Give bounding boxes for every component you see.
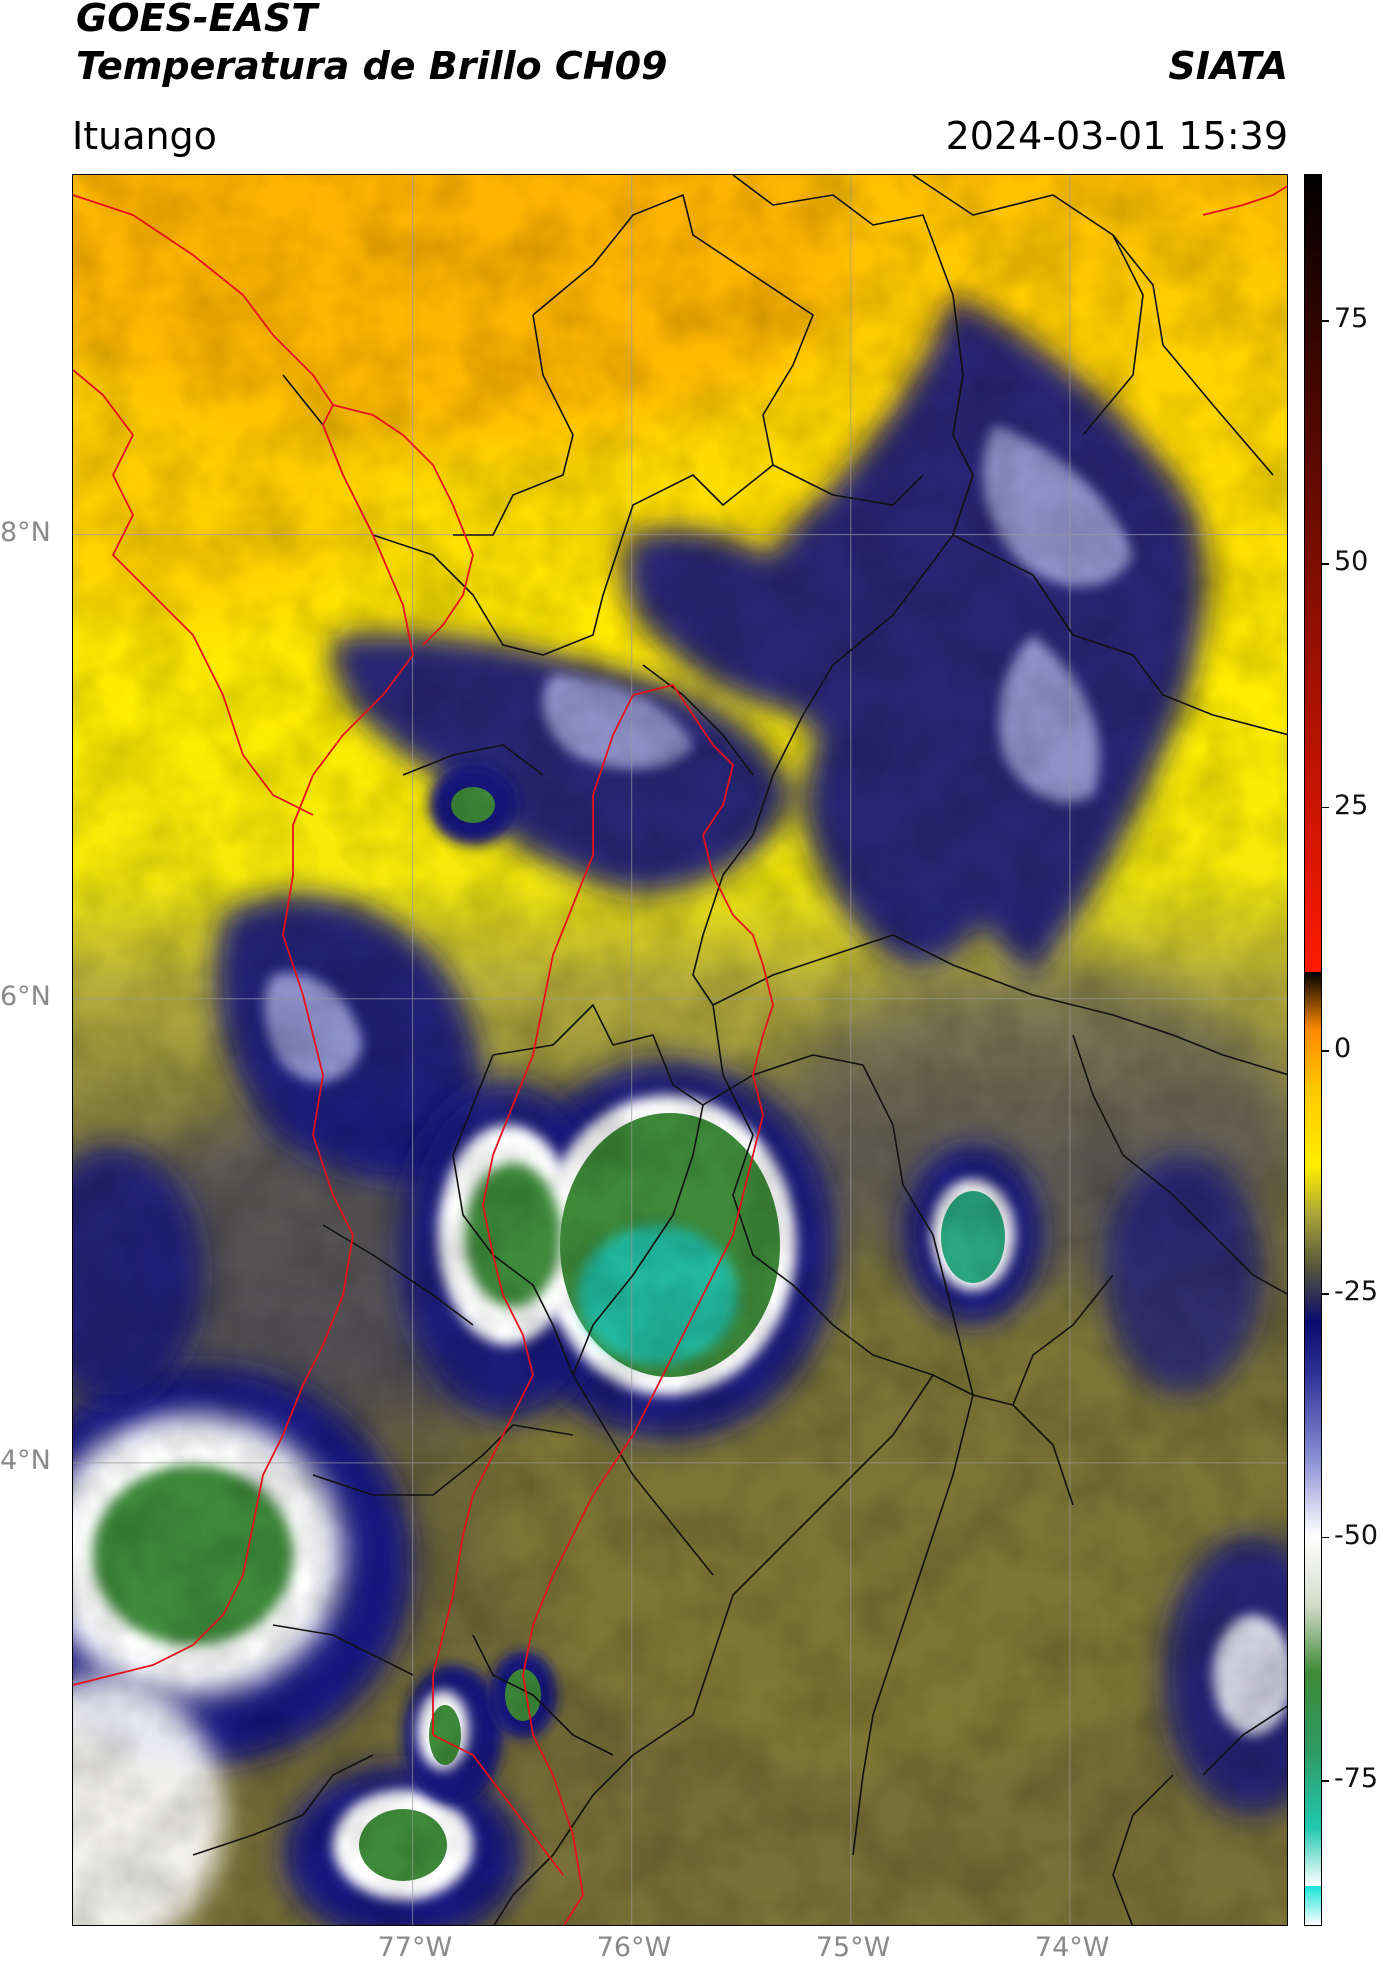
lat-label-2: 4°N bbox=[0, 1444, 51, 1476]
map-gridlines bbox=[73, 175, 1287, 1925]
colorbar-tick-mark-1 bbox=[1322, 563, 1329, 565]
institution-label: SIATA bbox=[1168, 44, 1288, 88]
lat-label-0: 8°N bbox=[0, 516, 51, 548]
timestamp-label: 2024-03-01 15:39 bbox=[945, 114, 1288, 158]
lon-label-3: 74°W bbox=[1034, 1932, 1110, 1963]
colorbar-tick-label-6: -75 bbox=[1334, 1763, 1379, 1794]
colorbar-tick-mark-6 bbox=[1322, 1780, 1329, 1782]
lon-label-0: 77°W bbox=[377, 1932, 453, 1963]
colorbar-tick-label-0: 75 bbox=[1334, 303, 1369, 334]
lon-label-1: 76°W bbox=[596, 1932, 672, 1963]
lat-label-1: 6°N bbox=[0, 980, 51, 1012]
satellite-map[interactable] bbox=[72, 174, 1288, 1926]
colorbar-tick-label-4: -25 bbox=[1334, 1276, 1379, 1308]
colorbar-tick-label-1: 50 bbox=[1334, 546, 1369, 578]
region-label: Ituango bbox=[72, 114, 217, 158]
colorbar-tick-mark-3 bbox=[1322, 1050, 1329, 1052]
product-title: Temperatura de Brillo CH09 bbox=[76, 44, 668, 88]
colorbar-tick-mark-0 bbox=[1322, 320, 1329, 322]
satellite-title: GOES-EAST bbox=[76, 0, 318, 40]
map-canvas bbox=[73, 175, 1287, 1925]
colorbar bbox=[1304, 174, 1322, 1926]
colorbar-tick-label-3: 0 bbox=[1334, 1033, 1352, 1064]
colorbar-tick-mark-4 bbox=[1322, 1293, 1329, 1295]
colorbar-tick-mark-5 bbox=[1322, 1536, 1329, 1539]
lon-label-2: 75°W bbox=[815, 1932, 891, 1963]
colorbar-tick-mark-2 bbox=[1322, 806, 1329, 809]
department-boundaries bbox=[192, 175, 1287, 1925]
highlight-boundaries bbox=[73, 185, 1287, 1925]
colorbar-tick-label-2: 25 bbox=[1334, 789, 1369, 821]
colorbar-tick-label-5: -50 bbox=[1334, 1519, 1379, 1551]
